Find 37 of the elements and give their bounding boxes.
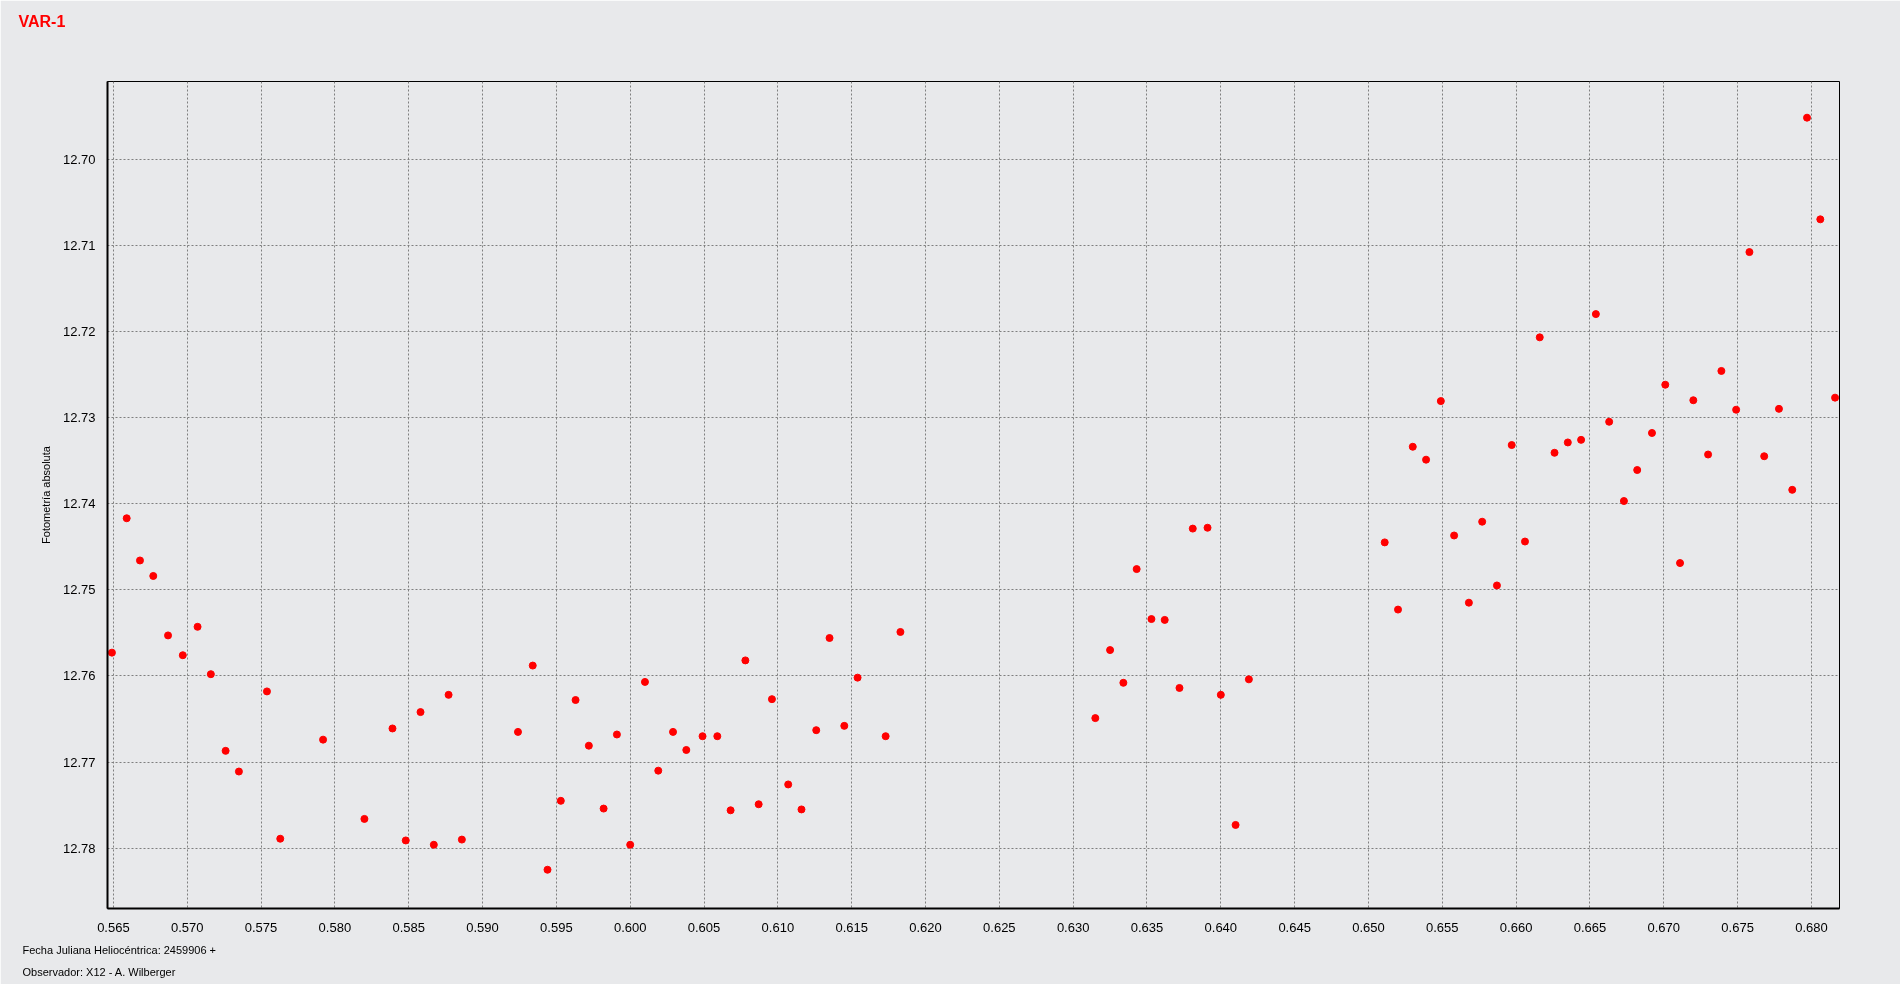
x-tick-label: 0.600	[613, 919, 647, 935]
y-tick-label: 12.71	[62, 237, 96, 253]
x-tick-label: 0.575	[244, 919, 278, 935]
x-tick-label: 0.630	[1056, 919, 1090, 935]
x-tick-label: 0.565	[97, 919, 130, 935]
y-tick-label: 12.78	[62, 840, 96, 856]
x-tick-label: 0.580	[318, 919, 352, 935]
x-tick-label: 0.605	[687, 919, 721, 935]
x-tick-label: 0.585	[392, 919, 425, 935]
x-tick-label: 0.670	[1647, 919, 1681, 935]
y-tick-label: 12.76	[62, 668, 96, 684]
x-tick-label: 0.635	[1130, 919, 1164, 935]
x-tick-label: 0.615	[835, 919, 868, 935]
y-tick-label: 12.73	[62, 409, 96, 425]
x-tick-label: 0.665	[1573, 919, 1607, 935]
y-axis-title: Fotometría absoluta	[39, 445, 52, 544]
x-tick-label: 0.610	[761, 919, 795, 935]
x-tick-label: 0.625	[983, 919, 1016, 935]
y-tick-label: 12.70	[62, 151, 96, 167]
x-axis-title: Fecha Juliana Heliocéntrica: 2459906 +	[22, 943, 217, 956]
x-tick-label: 0.645	[1278, 919, 1311, 935]
x-tick-label: 0.655	[1426, 919, 1459, 935]
x-tick-label: 0.570	[170, 919, 204, 935]
x-tick-label: 0.660	[1499, 919, 1533, 935]
x-tick-label: 0.650	[1352, 919, 1385, 935]
x-tick-label: 0.595	[540, 919, 573, 935]
y-tick-label: 12.72	[62, 323, 96, 339]
x-tick-label: 0.675	[1721, 919, 1754, 935]
text: Observador: X12 - A. Wilberger	[22, 965, 176, 978]
x-tick-label: 0.640	[1204, 919, 1238, 935]
y-tick-label: 12.75	[62, 582, 96, 598]
y-tick-label: 12.74	[62, 496, 96, 512]
x-tick-label: 0.680	[1795, 919, 1828, 935]
chart-title: VAR-1	[18, 12, 66, 30]
y-tick-label: 12.77	[62, 754, 96, 770]
x-tick-label: 0.620	[909, 919, 942, 935]
x-tick-label: 0.590	[466, 919, 499, 935]
